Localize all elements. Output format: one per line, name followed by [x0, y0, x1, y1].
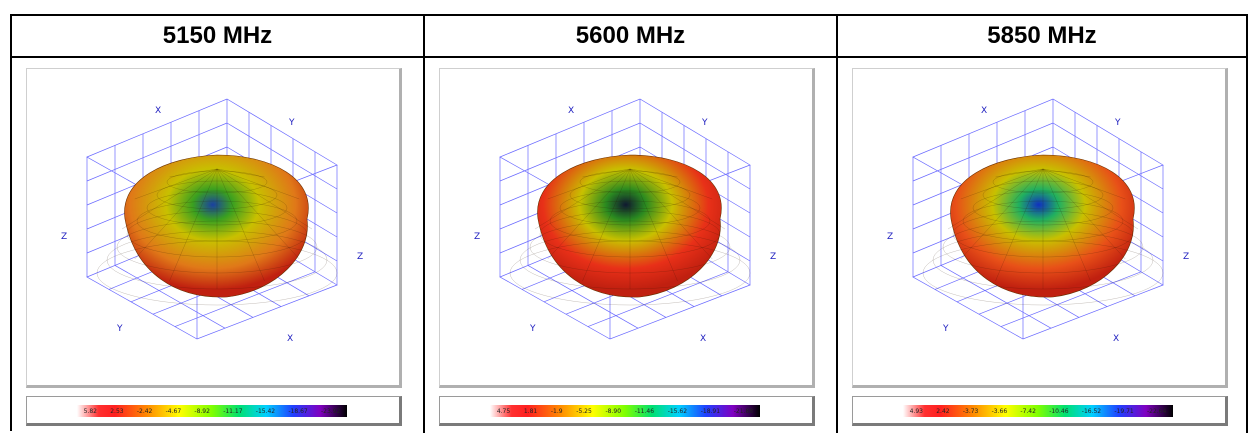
- axis-label-top_right: Y: [288, 118, 295, 128]
- colorbar-tick-label: -15.62: [667, 407, 688, 415]
- colorbar-tick-label: -19.71: [1114, 407, 1134, 415]
- colorbar-ticks: 4.93 2.42 -3.73 -3.66 -7.42 -10.46 -16.52 -19.7…: [903, 405, 1173, 417]
- axis-label-right: Z: [357, 252, 363, 262]
- colorbar-tick-label: -21.88: [733, 407, 754, 415]
- column-header: 5850 MHz: [838, 16, 1246, 58]
- axis-label-top_left: X: [568, 106, 574, 116]
- colorbar-tick-label: -18.67: [288, 407, 308, 415]
- colorbar-gradient: [77, 405, 347, 417]
- colorbar-tick-label: -18.91: [700, 407, 721, 415]
- axis-label-left: Z: [474, 232, 480, 242]
- axis-label-bottom_right: X: [1113, 334, 1119, 344]
- colorbar-tick-label: 2.53: [110, 407, 124, 415]
- colorbar-tick-label: -15.42: [255, 407, 276, 415]
- axis-label-left: Z: [61, 232, 67, 242]
- radiation-pattern-plot: X Y Z Z Y X: [852, 68, 1228, 388]
- column-header: 5150 MHz: [12, 16, 423, 58]
- colorbar-tick-label: -23.92: [320, 407, 341, 415]
- colorbar: 4.75 1.81 -1.9 -5.25 -8.90 -11.46 -15.62 -18.91…: [439, 396, 815, 426]
- pattern-svg: X Y Z Z Y X: [887, 98, 1189, 344]
- pattern-svg: X Y Z Z Y X: [61, 98, 363, 344]
- radiation-pattern-plot: X Y Z Z Y X: [26, 68, 402, 388]
- colorbar-tick-label: 1.81: [523, 407, 538, 415]
- colorbar-tick-label: -5.25: [576, 407, 592, 415]
- axis-label-bottom_left: Y: [942, 324, 949, 334]
- colorbar-tick-label: -11.46: [634, 407, 655, 415]
- pattern-surface: [96, 154, 338, 306]
- colorbar-tick-label: -3.73: [962, 407, 979, 415]
- colorbar-gradient: [490, 405, 760, 417]
- axis-labels: X Y Z Z Y X: [474, 106, 776, 344]
- axis-label-bottom_left: Y: [116, 324, 123, 334]
- column-header: 5600 MHz: [425, 16, 836, 58]
- axis-label-top_left: X: [981, 106, 987, 116]
- colorbar: 4.93 2.42 -3.73 -3.66 -7.42 -10.46 -16.52 -19.7…: [852, 396, 1228, 426]
- axis-labels: X Y Z Z Y X: [887, 106, 1189, 344]
- column-5850: 5850 MHz X Y Z Z Y X 4.93 2.42 -3.73 -3.66 -7.42 -…: [838, 16, 1248, 433]
- pattern-surface: [922, 154, 1164, 306]
- column-5150: 5150 MHz X Y Z Z Y X 5.82 2.53 -2.42 -4.67 -8.92 -…: [12, 16, 425, 433]
- colorbar-tick-label: 4.93: [909, 407, 923, 415]
- axis-label-top_right: Y: [701, 118, 708, 128]
- pattern-svg: X Y Z Z Y X: [474, 98, 776, 344]
- colorbar-tick-label: 4.75: [496, 407, 511, 415]
- colorbar-tick-label: -22.64: [1146, 407, 1167, 415]
- axis-label-top_right: Y: [1114, 118, 1121, 128]
- colorbar-tick-label: -7.42: [1020, 407, 1036, 415]
- colorbar-tick-label: 2.42: [936, 407, 950, 415]
- axis-label-bottom_right: X: [287, 334, 293, 344]
- radiation-pattern-plot: X Y Z Z Y X: [439, 68, 815, 388]
- colorbar-tick-label: -16.52: [1081, 407, 1102, 415]
- colorbar-ticks: 5.82 2.53 -2.42 -4.67 -8.92 -11.17 -15.42 -18.6…: [77, 405, 347, 417]
- colorbar: 5.82 2.53 -2.42 -4.67 -8.92 -11.17 -15.42 -18.6…: [26, 396, 402, 426]
- colorbar-gradient: [903, 405, 1173, 417]
- colorbar-tick-label: -3.66: [991, 407, 1008, 415]
- colorbar-tick-label: -8.92: [194, 407, 210, 415]
- colorbar-tick-label: -4.67: [165, 407, 182, 415]
- colorbar-ticks: 4.75 1.81 -1.9 -5.25 -8.90 -11.46 -15.62 -18.91…: [490, 405, 760, 417]
- pattern-surface: [509, 154, 751, 306]
- axis-label-right: Z: [770, 252, 776, 262]
- colorbar-tick-label: 5.82: [83, 407, 97, 415]
- axis-label-left: Z: [887, 232, 893, 242]
- colorbar-tick-label: -10.46: [1049, 407, 1069, 415]
- axis-label-bottom_left: Y: [529, 324, 536, 334]
- axis-label-bottom_right: X: [700, 334, 706, 344]
- pattern-table: 5150 MHz X Y Z Z Y X 5.82 2.53 -2.42 -4.67 -8.92 -…: [10, 14, 1248, 433]
- colorbar-tick-label: -8.90: [605, 407, 622, 415]
- colorbar-tick-label: -1.9: [550, 407, 563, 415]
- colorbar-tick-label: -11.17: [223, 407, 243, 415]
- column-5600: 5600 MHz X Y Z Z Y X 4.75 1.81 -1.9 -5.25 -8.90 -1…: [425, 16, 838, 433]
- axis-label-right: Z: [1183, 252, 1189, 262]
- axis-labels: X Y Z Z Y X: [61, 106, 363, 344]
- colorbar-tick-label: -2.42: [136, 407, 153, 415]
- axis-label-top_left: X: [155, 106, 161, 116]
